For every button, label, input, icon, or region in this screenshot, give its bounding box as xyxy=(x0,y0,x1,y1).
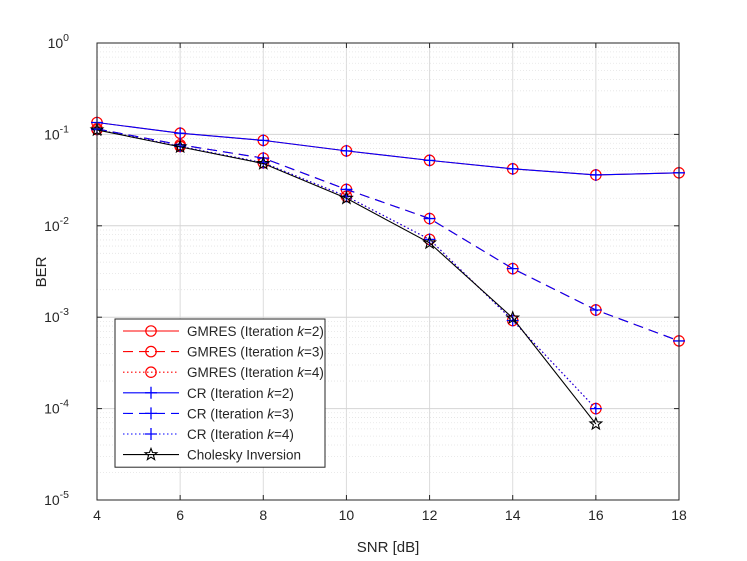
star-marker xyxy=(255,155,271,170)
y-tick-base: 10 xyxy=(44,218,60,234)
plus-marker xyxy=(145,386,157,399)
legend-entry-k: k xyxy=(297,324,305,339)
legend-entry-prefix: Cholesky Inversion xyxy=(187,448,301,463)
legend-entry: CR (Iteration k=2) xyxy=(187,386,294,401)
legend-entry-suffix: =3) xyxy=(304,345,324,360)
legend-entry-prefix: GMRES (Iteration xyxy=(187,324,297,339)
plus-marker xyxy=(174,127,187,140)
legend-entry-prefix: GMRES (Iteration xyxy=(187,345,297,360)
legend-entry: Cholesky Inversion xyxy=(187,448,301,463)
star-marker xyxy=(588,416,604,431)
plus-marker xyxy=(145,428,157,440)
y-tick-base: 10 xyxy=(44,126,60,142)
y-tick-label: 10-4 xyxy=(44,398,69,417)
y-tick-label: 10-3 xyxy=(44,306,69,325)
plus-marker xyxy=(506,162,519,175)
y-tick-exponent: -1 xyxy=(60,123,69,135)
plus-marker xyxy=(145,407,157,420)
plus-marker xyxy=(589,168,602,181)
circle-marker xyxy=(145,325,157,337)
legend-entry: CR (Iteration k=4) xyxy=(187,427,294,442)
legend-entry: CR (Iteration k=3) xyxy=(187,406,294,421)
x-axis-label: SNR [dB] xyxy=(357,539,420,556)
x-tick-label: 16 xyxy=(588,507,604,523)
series-line xyxy=(96,128,680,342)
y-tick-base: 10 xyxy=(44,309,60,325)
legend-entry: GMRES (Iteration k=3) xyxy=(187,345,324,360)
y-tick-exponent: -3 xyxy=(60,306,69,318)
plot-frame xyxy=(96,42,680,501)
circle-marker xyxy=(145,345,157,358)
y-tick-label: 10-2 xyxy=(44,215,69,234)
series-group xyxy=(89,116,685,431)
x-tick-label: 12 xyxy=(422,507,438,523)
plus-marker xyxy=(589,303,602,316)
series-line xyxy=(96,121,680,176)
legend-entry-suffix: =3) xyxy=(274,406,294,421)
series-7 xyxy=(89,122,604,431)
series-line xyxy=(96,129,597,425)
legend-entry-k: k xyxy=(267,406,275,421)
legend-entry-k: k xyxy=(267,386,275,401)
y-tick-base: 10 xyxy=(44,401,60,417)
star-marker xyxy=(422,235,437,250)
legend-entry-suffix: =4) xyxy=(274,427,294,442)
legend-entry: GMRES (Iteration k=4) xyxy=(187,365,324,380)
legend-entry-prefix: CR (Iteration xyxy=(187,427,267,442)
circle-marker xyxy=(145,366,157,378)
legend-entry-prefix: CR (Iteration xyxy=(187,406,267,421)
x-tick-label: 4 xyxy=(93,507,101,523)
y-tick-exponent: -4 xyxy=(60,398,69,410)
y-axis-label: BER xyxy=(33,256,50,287)
x-tick-label: 14 xyxy=(505,507,521,523)
legend-entry-suffix: =2) xyxy=(304,324,324,339)
y-tick-base: 10 xyxy=(48,35,64,51)
legend-entry-k: k xyxy=(297,365,305,380)
y-tick-base: 10 xyxy=(44,492,60,508)
plus-marker xyxy=(340,144,353,157)
x-tick-label: 18 xyxy=(671,507,687,523)
plus-marker xyxy=(423,212,436,225)
y-tick-label: 10-1 xyxy=(44,123,69,142)
x-tick-label: 8 xyxy=(259,507,267,523)
star-marker xyxy=(339,190,354,205)
y-tick-label: 100 xyxy=(48,32,70,51)
plus-marker xyxy=(423,154,436,167)
legend-entry-suffix: =2) xyxy=(274,386,294,401)
plus-marker xyxy=(257,134,270,147)
legend-entry: GMRES (Iteration k=2) xyxy=(187,324,324,339)
legend-entry-prefix: CR (Iteration xyxy=(187,386,267,401)
plus-marker xyxy=(506,262,519,275)
y-tick-label: 10-5 xyxy=(44,489,69,508)
legend: GMRES (Iteration k=2)GMRES (Iteration k=… xyxy=(114,318,326,468)
legend-entry-k: k xyxy=(297,345,305,360)
y-tick-exponent: 0 xyxy=(63,32,69,44)
plus-marker xyxy=(589,402,602,415)
star-marker xyxy=(143,446,159,461)
legend-entry-k: k xyxy=(267,427,275,442)
y-tick-exponent: -2 xyxy=(60,215,69,227)
star-marker xyxy=(172,139,188,154)
x-tick-label: 10 xyxy=(339,507,355,523)
legend-entry-suffix: =4) xyxy=(304,365,324,380)
legend-entry-prefix: GMRES (Iteration xyxy=(187,365,297,380)
y-tick-exponent: -5 xyxy=(60,489,69,501)
star-marker xyxy=(505,310,521,325)
x-tick-label: 6 xyxy=(176,507,184,523)
